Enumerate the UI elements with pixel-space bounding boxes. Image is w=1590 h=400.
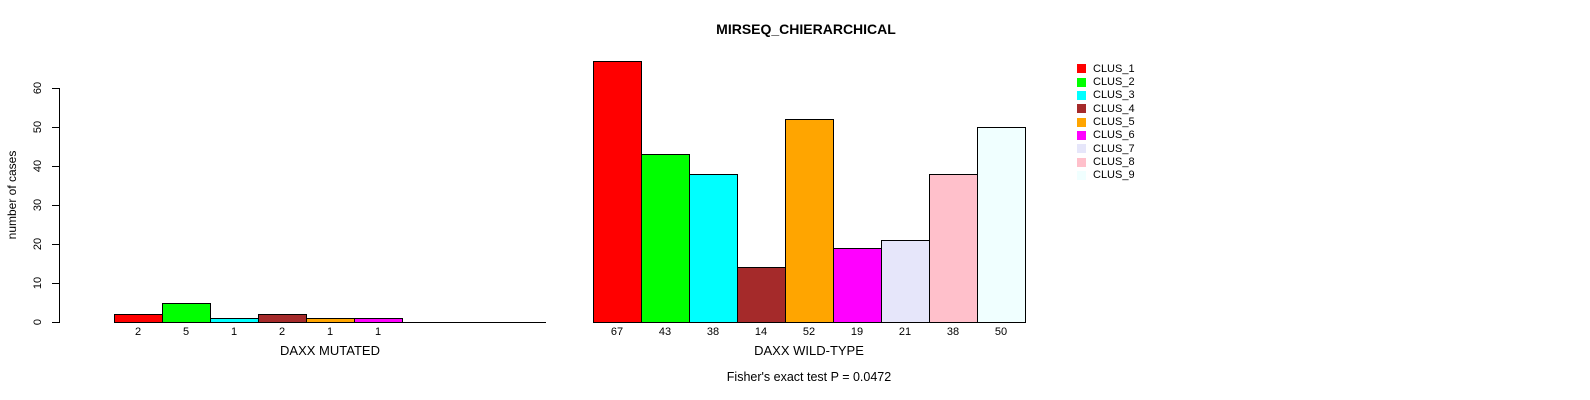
legend-item-clus_6: CLUS_6 <box>1077 129 1135 142</box>
legend-swatch-clus_5 <box>1077 117 1086 127</box>
footnote: Fisher's exact test P = 0.0472 <box>726 370 892 384</box>
y-tick-label: 30 <box>32 198 44 212</box>
x-axis-group-label: DAXX WILD-TYPE <box>754 343 864 358</box>
bar-daxx-wild-type-clus_1 <box>593 60 642 323</box>
bar-value-label: 2 <box>134 326 142 338</box>
bar-value-label: 1 <box>374 326 382 338</box>
bar-value-label: 2 <box>278 326 286 338</box>
bar-daxx-mutated-clus_6 <box>354 318 403 323</box>
y-tick-label: 50 <box>32 120 44 134</box>
y-tick <box>52 205 59 206</box>
y-tick <box>52 244 59 245</box>
y-tick-label: 10 <box>32 276 44 290</box>
legend-swatch-clus_8 <box>1077 157 1086 167</box>
y-tick <box>52 322 59 323</box>
bar-daxx-wild-type-clus_3 <box>689 173 738 323</box>
y-axis-line <box>59 88 60 323</box>
bar-value-label: 67 <box>610 326 624 338</box>
bar-daxx-wild-type-clus_5 <box>785 119 834 323</box>
legend-label: CLUS_1 <box>1093 62 1135 75</box>
legend-item-clus_3: CLUS_3 <box>1077 89 1135 102</box>
legend-swatch-clus_3 <box>1077 90 1086 100</box>
legend-swatch-clus_4 <box>1077 104 1086 114</box>
legend-swatch-clus_1 <box>1077 64 1086 74</box>
bar-value-label: 50 <box>994 326 1008 338</box>
bar-daxx-wild-type-clus_2 <box>641 154 690 323</box>
bar-daxx-mutated-clus_1 <box>114 314 163 323</box>
legend-swatch-clus_7 <box>1077 144 1086 154</box>
legend: CLUS_1 CLUS_2 CLUS_3 CLUS_4 CLUS_5 CLUS_6 CLUS… <box>1077 62 1135 182</box>
legend-label: CLUS_8 <box>1093 156 1135 169</box>
legend-label: CLUS_6 <box>1093 129 1135 142</box>
bar-daxx-wild-type-clus_4 <box>737 267 786 323</box>
bar-daxx-mutated-clus_2 <box>162 302 211 323</box>
bar-daxx-wild-type-clus_8 <box>929 173 978 323</box>
bar-value-label: 5 <box>182 326 190 338</box>
bar-value-label: 1 <box>230 326 238 338</box>
legend-label: CLUS_4 <box>1093 102 1135 115</box>
legend-label: CLUS_2 <box>1093 76 1135 89</box>
y-tick <box>52 166 59 167</box>
legend-item-clus_7: CLUS_7 <box>1077 142 1135 155</box>
bar-value-label: 21 <box>898 326 912 338</box>
bar-daxx-wild-type-clus_9 <box>977 127 1026 323</box>
bar-daxx-mutated-clus_3 <box>210 318 259 323</box>
y-tick <box>52 88 59 89</box>
y-axis-title: number of cases <box>5 150 19 240</box>
bar-daxx-wild-type-clus_6 <box>833 247 882 323</box>
bar-value-label: 52 <box>802 326 816 338</box>
legend-label: CLUS_9 <box>1093 169 1135 182</box>
bar-value-label: 14 <box>754 326 768 338</box>
y-tick-label: 0 <box>32 318 44 326</box>
legend-swatch-clus_6 <box>1077 130 1086 140</box>
y-tick <box>52 283 59 284</box>
legend-item-clus_1: CLUS_1 <box>1077 62 1135 75</box>
y-tick-label: 60 <box>32 81 44 95</box>
bar-daxx-mutated-clus_5 <box>306 318 355 323</box>
bar-value-label: 1 <box>326 326 334 338</box>
legend-item-clus_2: CLUS_2 <box>1077 75 1135 88</box>
bar-daxx-wild-type-clus_7 <box>881 240 930 323</box>
legend-label: CLUS_3 <box>1093 89 1135 102</box>
legend-item-clus_4: CLUS_4 <box>1077 102 1135 115</box>
legend-item-clus_5: CLUS_5 <box>1077 115 1135 128</box>
y-tick-label: 20 <box>32 237 44 251</box>
legend-item-clus_8: CLUS_8 <box>1077 155 1135 168</box>
chart-title: MIRSEQ_CHIERARCHICAL <box>716 21 896 37</box>
bar-value-label: 38 <box>706 326 720 338</box>
bar-value-label: 38 <box>946 326 960 338</box>
y-tick-label: 40 <box>32 159 44 173</box>
bar-value-label: 43 <box>658 326 672 338</box>
legend-label: CLUS_5 <box>1093 116 1135 129</box>
legend-label: CLUS_7 <box>1093 142 1135 155</box>
bar-value-label: 19 <box>850 326 864 338</box>
x-axis-group-label: DAXX MUTATED <box>280 343 380 358</box>
bar-daxx-mutated-clus_4 <box>258 314 307 323</box>
legend-swatch-clus_2 <box>1077 77 1086 87</box>
legend-swatch-clus_9 <box>1077 170 1086 180</box>
y-tick <box>52 127 59 128</box>
legend-item-clus_9: CLUS_9 <box>1077 169 1135 182</box>
